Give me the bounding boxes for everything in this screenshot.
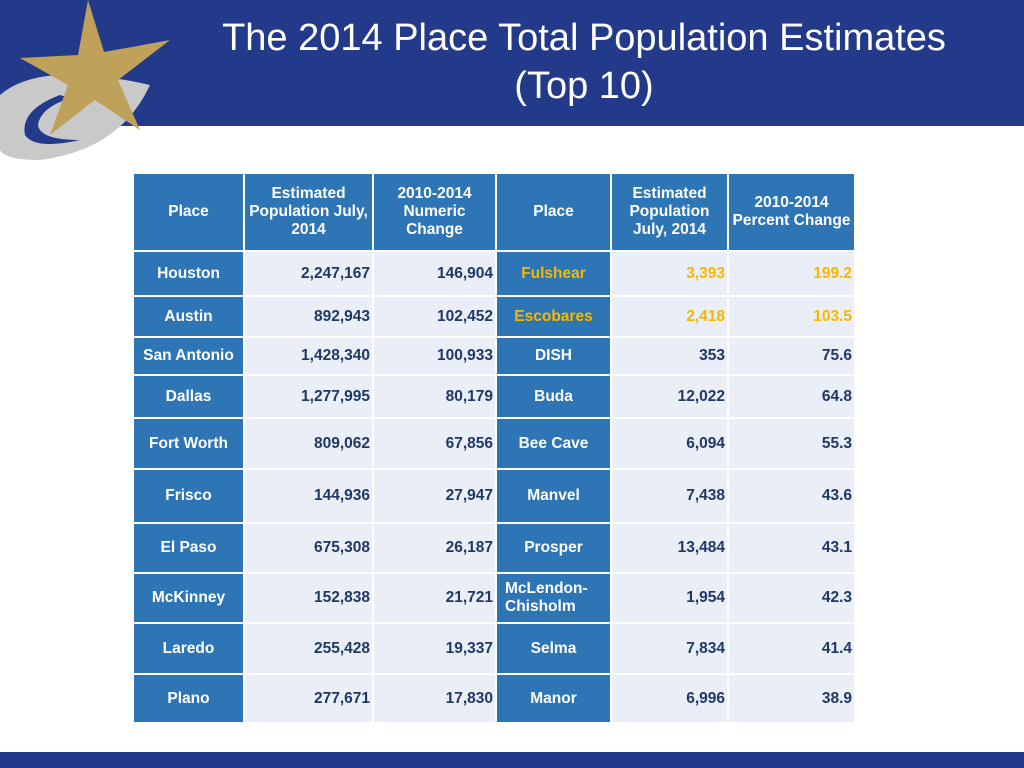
number-cell: 100,933 [374,338,495,374]
place-cell: Plano [134,675,243,722]
column-header: 2010-2014 Numeric Change [374,174,495,250]
number-cell: 64.8 [729,376,854,417]
number-cell: 2,418 [612,297,727,336]
place-cell: Dallas [134,376,243,417]
number-cell: 26,187 [374,524,495,572]
number-cell: 353 [612,338,727,374]
table-row: Frisco 144,936 27,947 Manvel 7,438 43.6 [134,470,854,522]
table-row: Dallas 1,277,995 80,179 Buda 12,022 64.8 [134,376,854,417]
number-cell: 7,834 [612,624,727,673]
logo-crescent [24,95,80,144]
number-cell: 42.3 [729,574,854,622]
number-cell: 41.4 [729,624,854,673]
table-row: Laredo 255,428 19,337 Selma 7,834 41.4 [134,624,854,673]
place-cell: Fulshear [497,252,610,295]
table-row: Plano 277,671 17,830 Manor 6,996 38.9 [134,675,854,722]
number-cell: 255,428 [245,624,372,673]
table-row: El Paso 675,308 26,187 Prosper 13,484 43.1 [134,524,854,572]
place-cell: Houston [134,252,243,295]
number-cell: 38.9 [729,675,854,722]
number-cell: 17,830 [374,675,495,722]
place-cell: Manvel [497,470,610,522]
number-cell: 43.6 [729,470,854,522]
number-cell: 102,452 [374,297,495,336]
number-cell: 1,428,340 [245,338,372,374]
place-cell: Laredo [134,624,243,673]
place-cell: El Paso [134,524,243,572]
population-table: Place Estimated Population July, 2014 2010… [132,172,856,724]
place-cell: Frisco [134,470,243,522]
number-cell: 80,179 [374,376,495,417]
number-cell: 6,094 [612,419,727,468]
column-header: Estimated Population July, 2014 [612,174,727,250]
number-cell: 675,308 [245,524,372,572]
place-cell: McKinney [134,574,243,622]
number-cell: 809,062 [245,419,372,468]
header-row: Place Estimated Population July, 2014 2010… [134,174,854,250]
number-cell: 19,337 [374,624,495,673]
number-cell: 13,484 [612,524,727,572]
number-cell: 43.1 [729,524,854,572]
number-cell: 199.2 [729,252,854,295]
column-header: Place [134,174,243,250]
place-cell: McLendon-Chisholm [497,574,610,622]
place-cell: Escobares [497,297,610,336]
table-row: Austin 892,943 102,452 Escobares 2,418 103.5 [134,297,854,336]
number-cell: 144,936 [245,470,372,522]
footer-band [0,752,1024,768]
table-row: San Antonio 1,428,340 100,933 DISH 353 75.6 [134,338,854,374]
place-cell: San Antonio [134,338,243,374]
table-row: Fort Worth 809,062 67,856 Bee Cave 6,094 55.3 [134,419,854,468]
table-row: McKinney 152,838 21,721 McLendon-Chisholm 1,… [134,574,854,622]
number-cell: 1,954 [612,574,727,622]
place-cell: Selma [497,624,610,673]
column-header: Estimated Population July, 2014 [245,174,372,250]
number-cell: 103.5 [729,297,854,336]
number-cell: 21,721 [374,574,495,622]
number-cell: 146,904 [374,252,495,295]
number-cell: 1,277,995 [245,376,372,417]
number-cell: 6,996 [612,675,727,722]
place-cell: Bee Cave [497,419,610,468]
logo-star [20,0,170,135]
column-header: 2010-2014 Percent Change [729,174,854,250]
number-cell: 75.6 [729,338,854,374]
place-cell: Austin [134,297,243,336]
place-cell: DISH [497,338,610,374]
number-cell: 67,856 [374,419,495,468]
number-cell: 277,671 [245,675,372,722]
logo [0,0,170,160]
number-cell: 7,438 [612,470,727,522]
number-cell: 2,247,167 [245,252,372,295]
column-header: Place [497,174,610,250]
number-cell: 3,393 [612,252,727,295]
table-row: Houston 2,247,167 146,904 Fulshear 3,393 199.… [134,252,854,295]
header-band [0,0,1024,126]
place-cell: Prosper [497,524,610,572]
slide-title: The 2014 Place Total Population Estimate… [222,17,946,107]
number-cell: 55.3 [729,419,854,468]
place-cell: Buda [497,376,610,417]
number-cell: 12,022 [612,376,727,417]
place-cell: Fort Worth [134,419,243,468]
number-cell: 152,838 [245,574,372,622]
number-cell: 27,947 [374,470,495,522]
number-cell: 892,943 [245,297,372,336]
place-cell: Manor [497,675,610,722]
